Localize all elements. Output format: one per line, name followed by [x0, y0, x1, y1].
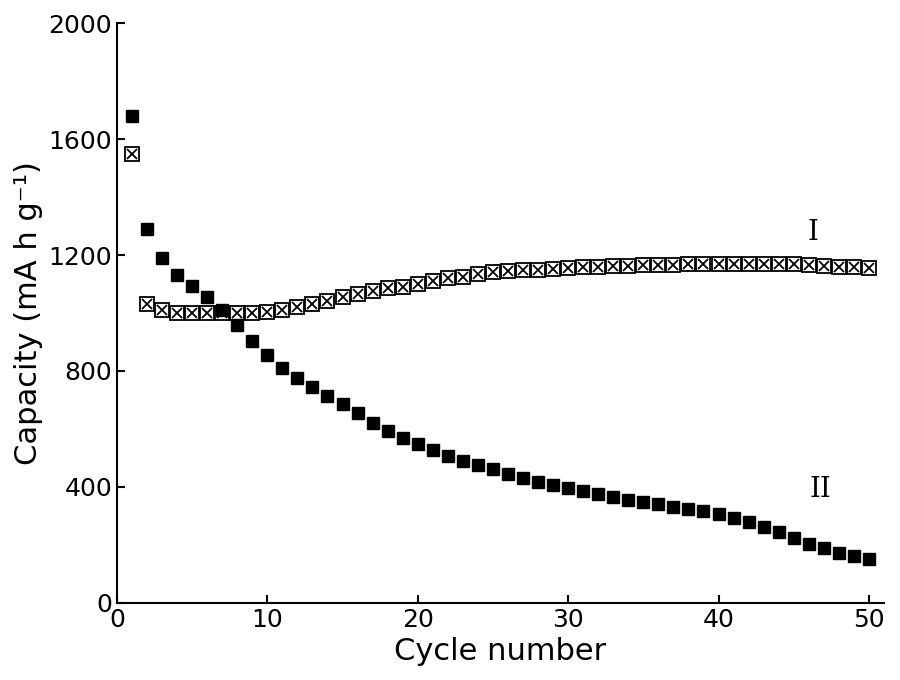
Text: II: II	[810, 476, 832, 503]
Y-axis label: Capacity (mA h g⁻¹): Capacity (mA h g⁻¹)	[14, 161, 43, 465]
Text: I: I	[808, 220, 819, 246]
X-axis label: Cycle number: Cycle number	[394, 637, 607, 666]
